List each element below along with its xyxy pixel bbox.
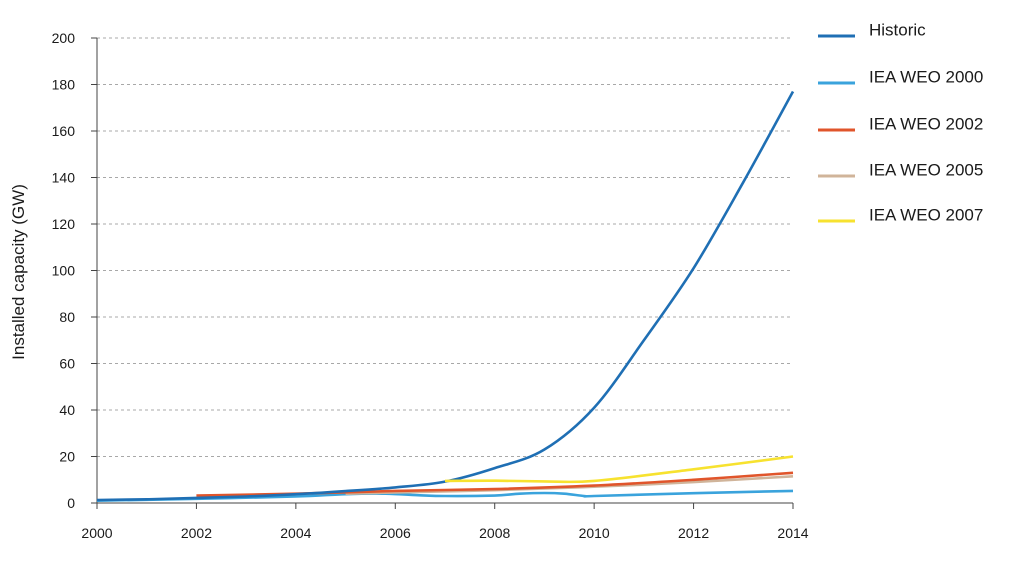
y-tick-label: 200 (52, 30, 76, 46)
y-tick-label: 0 (67, 495, 75, 511)
legend-label: IEA WEO 2002 (869, 115, 983, 134)
x-tick-label: 2012 (678, 525, 709, 541)
y-tick-label: 140 (52, 170, 76, 186)
x-tick-label: 2002 (181, 525, 212, 541)
y-tick-label: 60 (59, 356, 75, 372)
x-tick-label: 2004 (280, 525, 311, 541)
series-line-iea-weo-2000 (96, 489, 794, 502)
series-line-iea-weo-2007 (444, 455, 794, 484)
y-tick-label: 180 (52, 77, 76, 93)
series-lines (96, 90, 795, 502)
x-tick-label: 2014 (777, 525, 808, 541)
x-tick-label: 2010 (579, 525, 610, 541)
legend-item-iea-weo-2002: IEA WEO 2002 (818, 115, 983, 134)
legend: Historic IEA WEO 2000 IEA WEO 2002 IEA WEO … (818, 21, 983, 225)
legend-item-historic: Historic (818, 21, 926, 40)
x-tick-label: 2008 (479, 525, 510, 541)
y-axis-title: Installed capacity (GW) (9, 184, 28, 360)
y-tick-label: 80 (59, 309, 75, 325)
x-tick-label: 2000 (81, 525, 112, 541)
gridlines (97, 37, 793, 457)
x-tick-labels: 2000 2002 2004 2006 2008 2010 2012 2014 (81, 503, 809, 541)
legend-label: IEA WEO 2007 (869, 206, 983, 225)
y-tick-label: 20 (59, 449, 75, 465)
legend-item-iea-weo-2007: IEA WEO 2007 (818, 206, 983, 225)
y-tick-label: 120 (52, 216, 76, 232)
y-tick-labels: 0 20 40 60 80 100 120 140 160 180 200 (52, 30, 97, 511)
series-line-historic (96, 90, 795, 502)
legend-label: IEA WEO 2000 (869, 68, 983, 87)
y-tick-label: 160 (52, 123, 76, 139)
y-tick-label: 100 (52, 263, 76, 279)
legend-item-iea-weo-2005: IEA WEO 2005 (818, 161, 983, 180)
legend-item-iea-weo-2000: IEA WEO 2000 (818, 68, 983, 87)
legend-label: Historic (869, 21, 926, 40)
y-tick-label: 40 (59, 402, 75, 418)
legend-label: IEA WEO 2005 (869, 161, 983, 180)
x-tick-label: 2006 (380, 525, 411, 541)
